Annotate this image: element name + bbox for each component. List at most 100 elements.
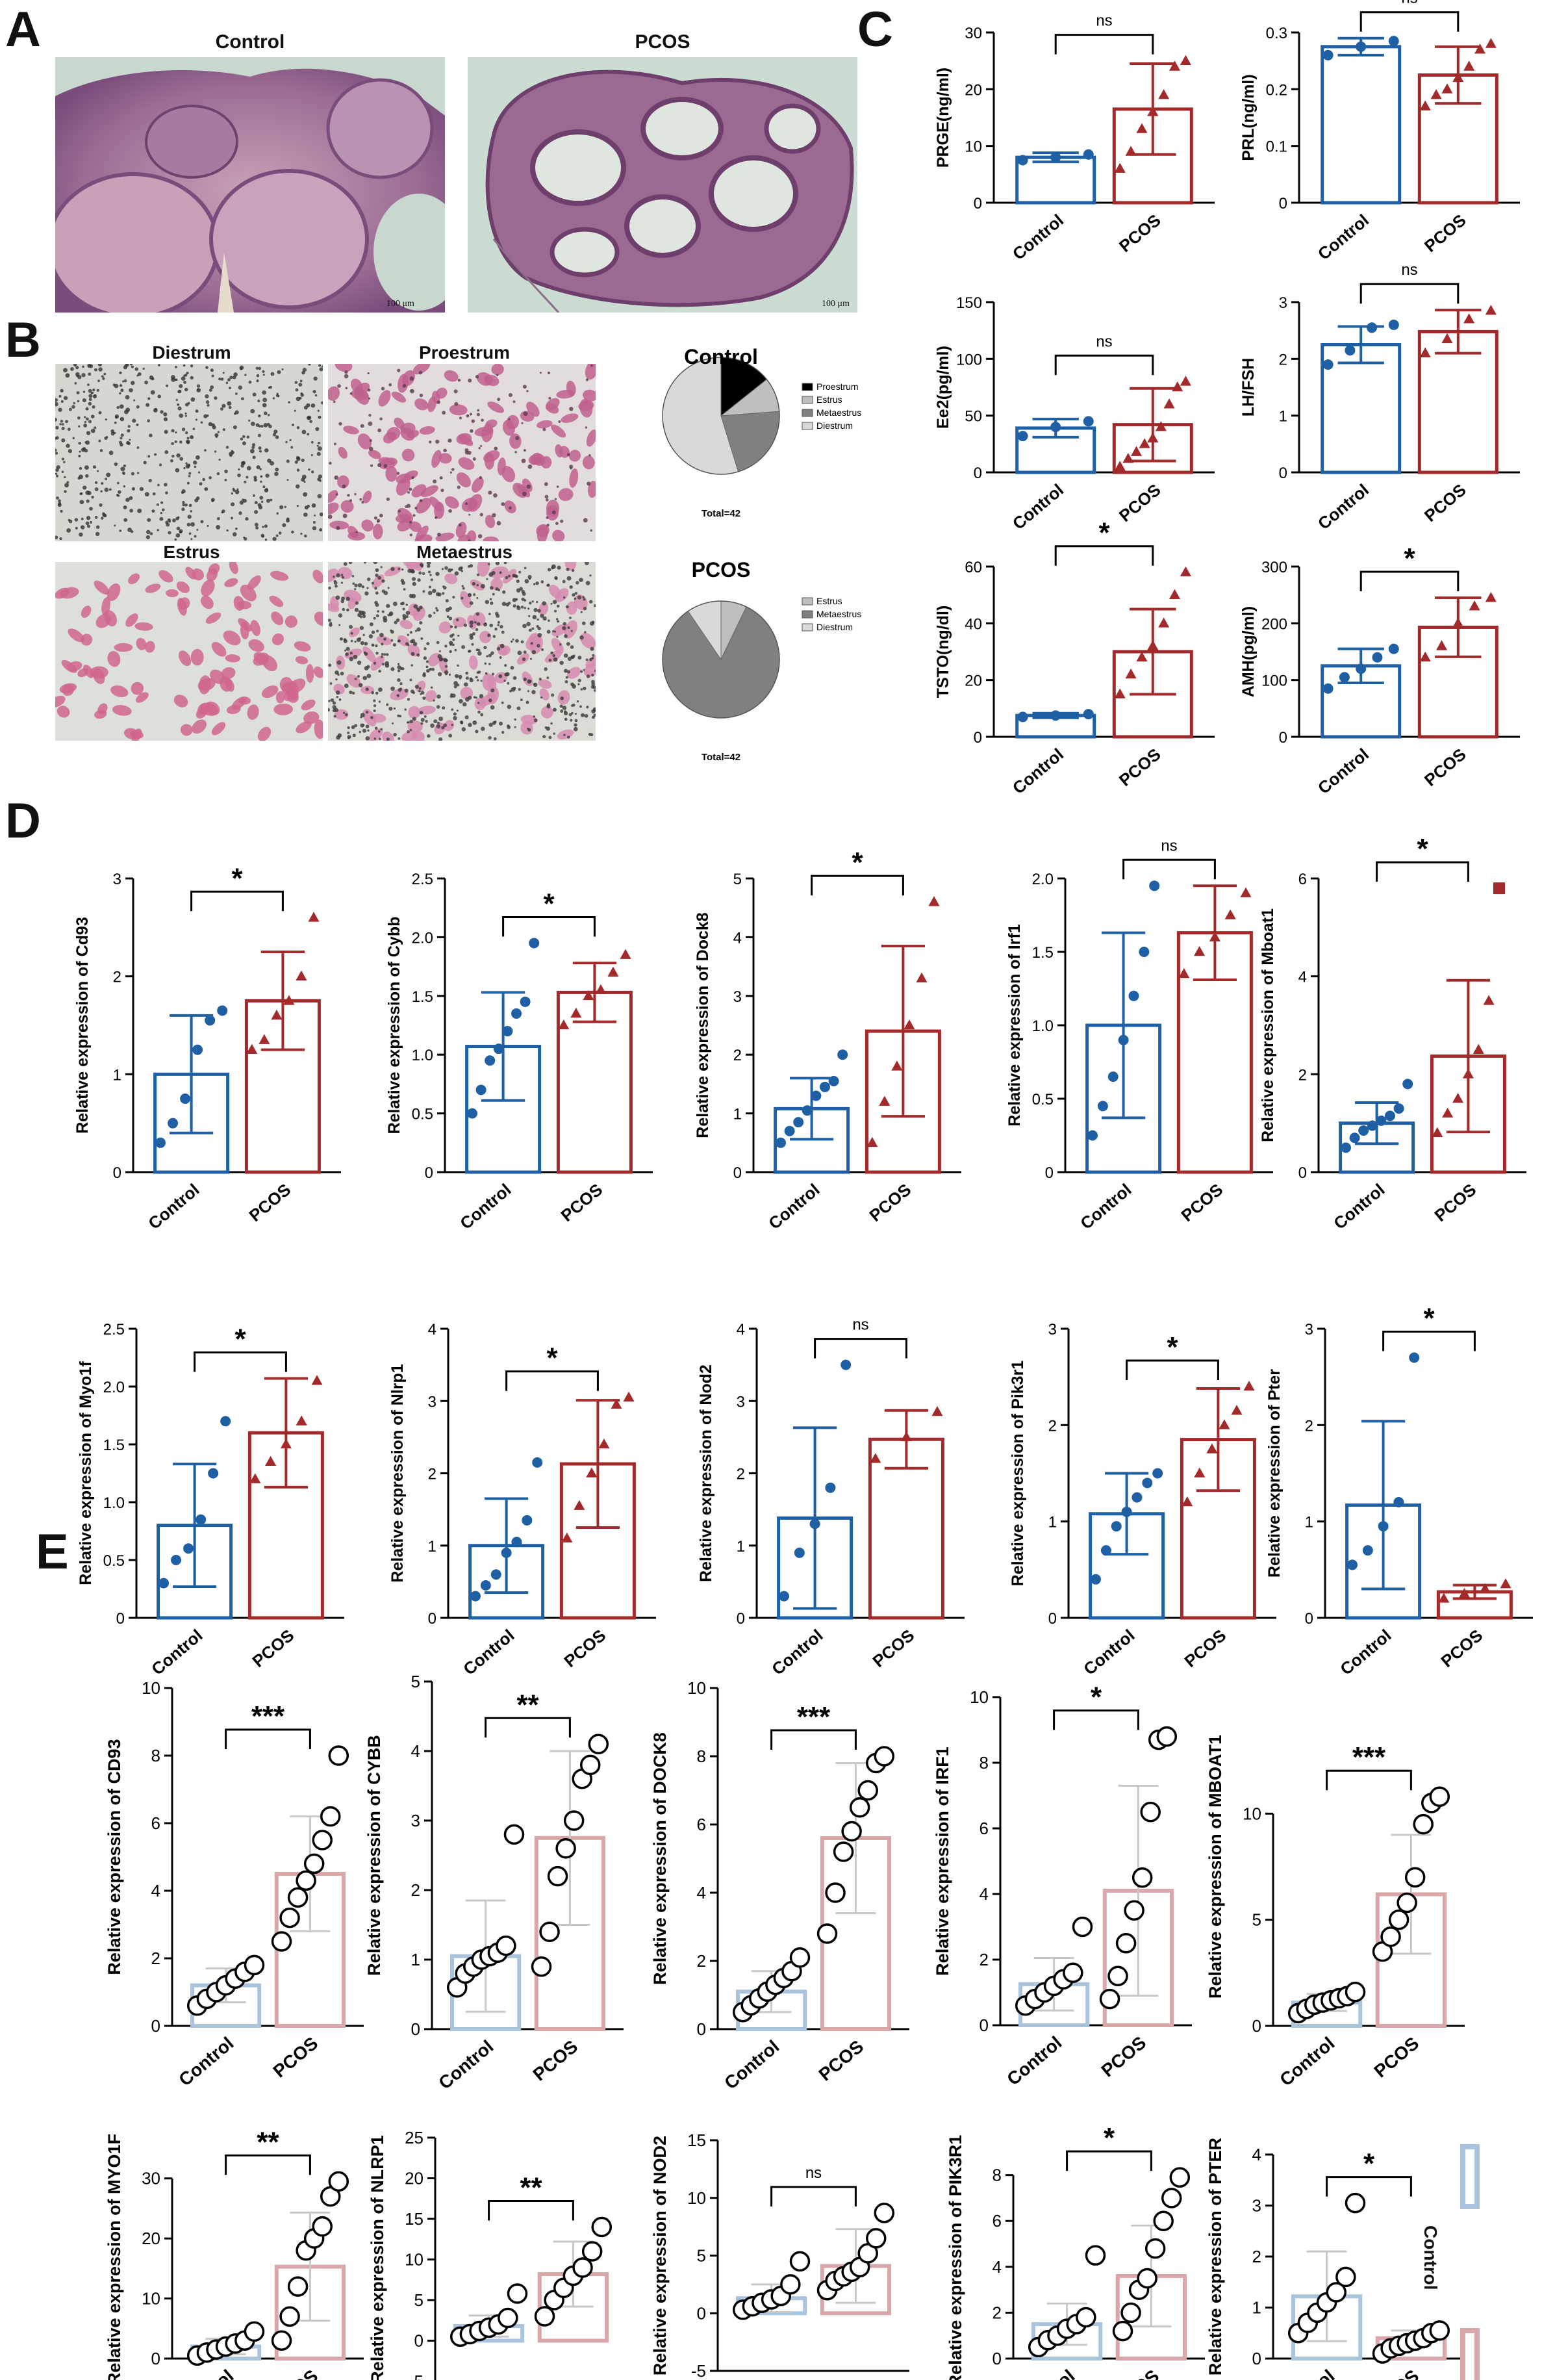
smear-cell (68, 519, 73, 524)
smear-cell (226, 705, 241, 714)
smear-cell (344, 649, 347, 652)
smear-cell (429, 441, 432, 444)
smear-cell (126, 441, 130, 445)
smear-cell (359, 730, 362, 734)
smear-cell (409, 728, 412, 732)
smear-cell (306, 416, 311, 420)
smear-cell (374, 600, 378, 605)
smear-cell (295, 388, 299, 392)
smear-cell (546, 583, 550, 587)
smear-cell (119, 384, 123, 387)
smear-cell (316, 444, 319, 447)
smear-cell (392, 722, 394, 724)
smear-cell (358, 683, 363, 687)
data-point (475, 1084, 487, 1095)
smear-cell (566, 601, 577, 615)
y-tick-label: 2.0 (412, 929, 433, 947)
smear-cell (184, 503, 188, 507)
data-point (1419, 100, 1431, 110)
y-tick-label: 8 (697, 1747, 706, 1766)
smear-cell (105, 478, 108, 481)
data-point (1388, 319, 1399, 330)
smear-cell (380, 728, 383, 731)
smear-cell (176, 453, 181, 458)
smear-cell (431, 450, 442, 468)
smear-cell (386, 737, 390, 741)
smear-cell (177, 406, 182, 411)
y-tick-label: 15 (687, 2130, 706, 2150)
data-point (1388, 1909, 1410, 1930)
smear-cell (238, 385, 243, 390)
smear-cell (585, 426, 588, 429)
smear-cell (375, 573, 379, 578)
smear-cell (441, 726, 445, 730)
data-point (581, 2241, 603, 2262)
smear-cell (164, 483, 168, 487)
smear-cell (501, 730, 505, 734)
smear-cell (85, 521, 90, 526)
smear-cell (407, 633, 410, 636)
smear-cell (83, 423, 88, 428)
smear-cell (145, 583, 161, 593)
y-tick-label: 1 (428, 1538, 436, 1555)
smear-cell (445, 665, 448, 668)
smear-cell (546, 403, 559, 414)
smear-cell (61, 470, 64, 474)
smear-cell (123, 485, 126, 488)
smear-cell (253, 478, 257, 482)
legend-e-pcos-swatch (1460, 2328, 1480, 2380)
smear-cell (58, 407, 62, 412)
data-point (320, 1806, 341, 1827)
smear-cell (171, 454, 175, 458)
smear-cell (494, 627, 498, 631)
smear-cell (456, 710, 459, 712)
smear-cell (520, 640, 524, 644)
smear-cell (583, 606, 587, 611)
y-tick-label: 0 (1279, 195, 1287, 212)
smear-cell (120, 437, 123, 440)
smear-cell (554, 576, 558, 580)
smear-cell (92, 405, 95, 409)
smear-cell (520, 698, 523, 702)
smear-cell (488, 723, 493, 727)
data-point (308, 912, 320, 922)
y-tick-label: 0 (974, 465, 982, 482)
smear-cell (412, 582, 416, 586)
x-tick-label: PCOS (529, 2036, 582, 2085)
y-axis-label: Ee2(pg/ml) (934, 346, 952, 429)
significance-bracket (502, 915, 596, 937)
smear-cell (342, 608, 346, 611)
smear-cell (455, 674, 459, 678)
y-axis-label: LH/FSH (1239, 358, 1258, 416)
smear-cell (453, 389, 458, 394)
data-point (244, 2321, 265, 2342)
smear-cell (321, 365, 323, 368)
smear-cell (537, 420, 553, 429)
smear-cell (491, 364, 504, 376)
smear-cell (63, 368, 68, 373)
smear-cell (551, 564, 556, 569)
y-tick-label: 0 (414, 2331, 424, 2351)
smear-cell (584, 631, 587, 633)
smear-cell (60, 420, 64, 423)
smear-cell (190, 538, 193, 541)
smear-cell (427, 734, 431, 738)
significance-bracket (505, 1370, 599, 1391)
smear-cell (450, 568, 453, 571)
smear-cell (147, 419, 151, 423)
smear-cell (277, 394, 280, 398)
smear-cell (550, 722, 553, 725)
data-point (874, 1746, 895, 1767)
x-tick-label: PCOS (1371, 2366, 1423, 2380)
smear-cell (196, 455, 200, 460)
smear-cell (260, 500, 264, 503)
smear-cell (343, 638, 347, 641)
pie-legend-label: Estrus (816, 394, 842, 405)
smear-cell (131, 472, 134, 476)
smear-cell (533, 583, 536, 585)
smear-cell (273, 429, 278, 434)
smear-cell (342, 484, 346, 489)
smear-cell (337, 384, 341, 388)
